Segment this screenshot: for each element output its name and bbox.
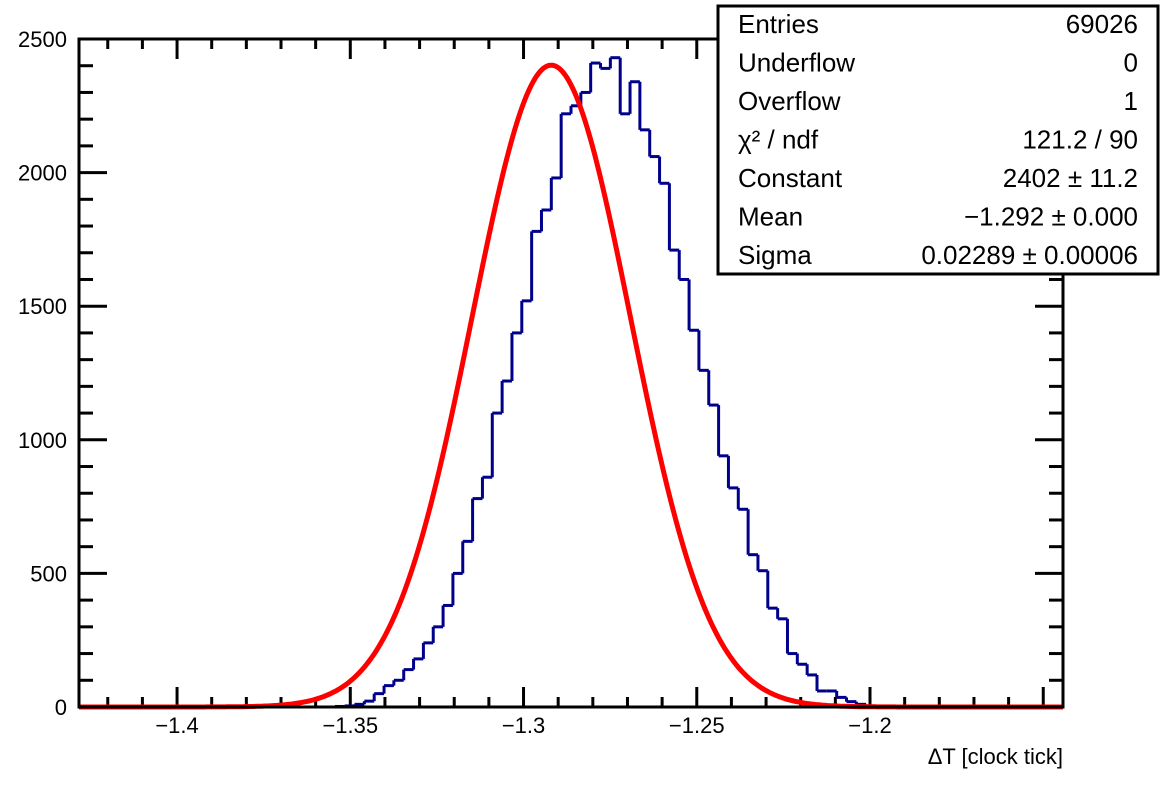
x-tick-label: −1.4 bbox=[155, 713, 198, 738]
stats-label: χ² / ndf bbox=[738, 125, 819, 155]
stats-value: −1.292 ± 0.000 bbox=[964, 202, 1138, 232]
y-tick-label: 2500 bbox=[18, 27, 67, 52]
stats-value: 121.2 / 90 bbox=[1022, 125, 1138, 155]
y-tick-label: 0 bbox=[55, 695, 67, 720]
x-axis-title: ΔT [clock tick] bbox=[928, 744, 1063, 769]
stats-box-frame bbox=[716, 4, 1160, 276]
stats-value: 69026 bbox=[1066, 9, 1138, 39]
y-tick-label: 1000 bbox=[18, 428, 67, 453]
stats-value: 0 bbox=[1124, 48, 1138, 78]
stats-value: 1 bbox=[1124, 86, 1138, 116]
x-tick-label: −1.35 bbox=[322, 713, 378, 738]
axis-tick-labels: −1.4 −1.35 −1.3 −1.25 −1.2 0 500 1000 1500 2000 25… bbox=[18, 27, 892, 738]
x-tick-label: −1.25 bbox=[669, 713, 725, 738]
stats-label: Constant bbox=[738, 163, 843, 193]
stats-label: Sigma bbox=[738, 240, 812, 270]
stats-label: Entries bbox=[738, 9, 819, 39]
y-tick-label: 1500 bbox=[18, 294, 67, 319]
stats-box: Entries 69026 Underflow 0 Overflow 1 χ² / ndf 1… bbox=[716, 4, 1160, 276]
stats-value: 2402 ± 11.2 bbox=[1003, 163, 1138, 193]
stats-label: Overflow bbox=[738, 86, 841, 116]
x-tick-label: −1.3 bbox=[502, 713, 545, 738]
stats-label: Mean bbox=[738, 202, 803, 232]
stats-label: Underflow bbox=[738, 48, 855, 78]
x-tick-label: −1.2 bbox=[848, 713, 891, 738]
stats-value: 0.02289 ± 0.00006 bbox=[921, 240, 1138, 270]
y-tick-label: 500 bbox=[30, 561, 67, 586]
plot-frame bbox=[77, 37, 1065, 709]
y-tick-label: 2000 bbox=[18, 161, 67, 186]
stats-rows: Entries 69026 Underflow 0 Overflow 1 χ² / ndf 1… bbox=[738, 9, 1138, 270]
